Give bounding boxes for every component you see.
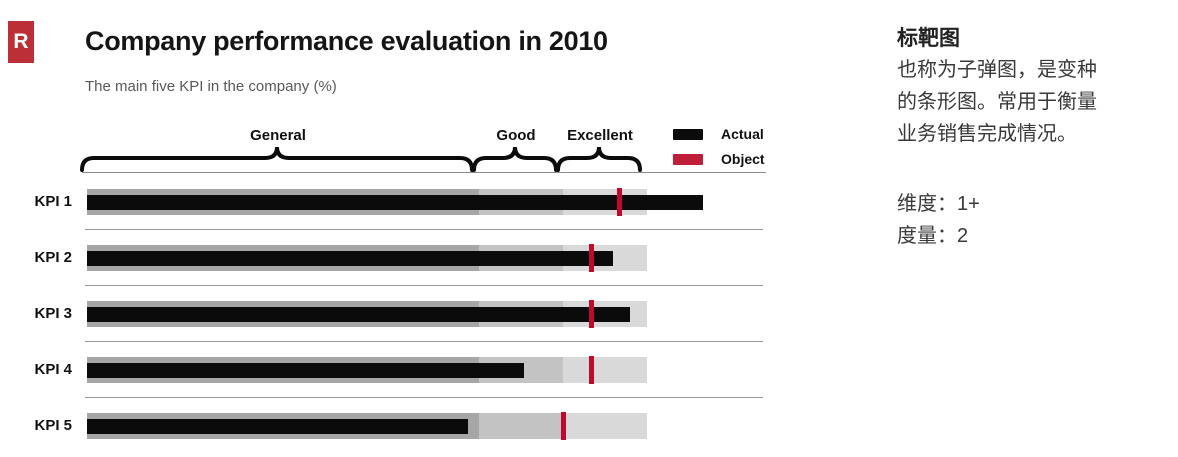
actual-bar [87,194,703,210]
axis-line [82,172,766,173]
legend-object-swatch [673,154,703,165]
kpi-row-label: KPI 5 [34,417,72,434]
brace-excellent [556,146,642,172]
object-tick [588,356,594,384]
kpi-row-label: KPI 1 [34,193,72,210]
zone-label-excellent: Excellent [567,127,633,144]
side-panel-dimension: 维度：1+ [897,193,980,215]
row-separator [85,285,763,286]
zone-band-good [479,413,563,439]
zone-band-excellent [563,357,647,383]
zone-band-excellent [563,413,647,439]
side-panel-measure: 度量：2 [897,225,969,247]
side-panel-gap [897,150,1175,188]
side-panel-line: 也称为子弹图，是变种 [897,59,1097,81]
side-panel-title: 标靶图 [897,27,960,50]
side-panel-line: 的条形图。常用于衡量 [897,91,1097,113]
actual-bar [87,362,524,378]
zone-label-general: General [250,127,306,144]
kpi-row-label: KPI 3 [34,305,72,322]
side-panel: 标靶图 也称为子弹图，是变种 的条形图。常用于衡量 业务销售完成情况。 维度：1… [897,24,1175,252]
row-separator [85,397,763,398]
object-tick [616,188,622,216]
chart-title: Company performance evaluation in 2010 [85,26,608,56]
brace-general [80,146,474,172]
object-tick [588,300,594,328]
zone-label-good: Good [496,127,536,144]
chart-subtitle: The main five KPI in the company (%) [85,78,337,95]
actual-bar [87,306,631,322]
brace-good [472,146,558,172]
legend-actual-swatch [673,129,703,140]
logo-r: R [8,21,34,63]
legend-actual-label: Actual [721,126,764,142]
side-panel-line: 业务销售完成情况。 [897,123,1077,145]
actual-bar [87,250,614,266]
object-tick [588,244,594,272]
legend-object-label: Object [721,151,765,167]
logo-letter: R [13,30,29,53]
kpi-row-label: KPI 2 [34,249,72,266]
kpi-row-label: KPI 4 [34,361,72,378]
object-tick [560,412,566,440]
row-separator [85,341,763,342]
row-separator [85,229,763,230]
actual-bar [87,418,468,434]
